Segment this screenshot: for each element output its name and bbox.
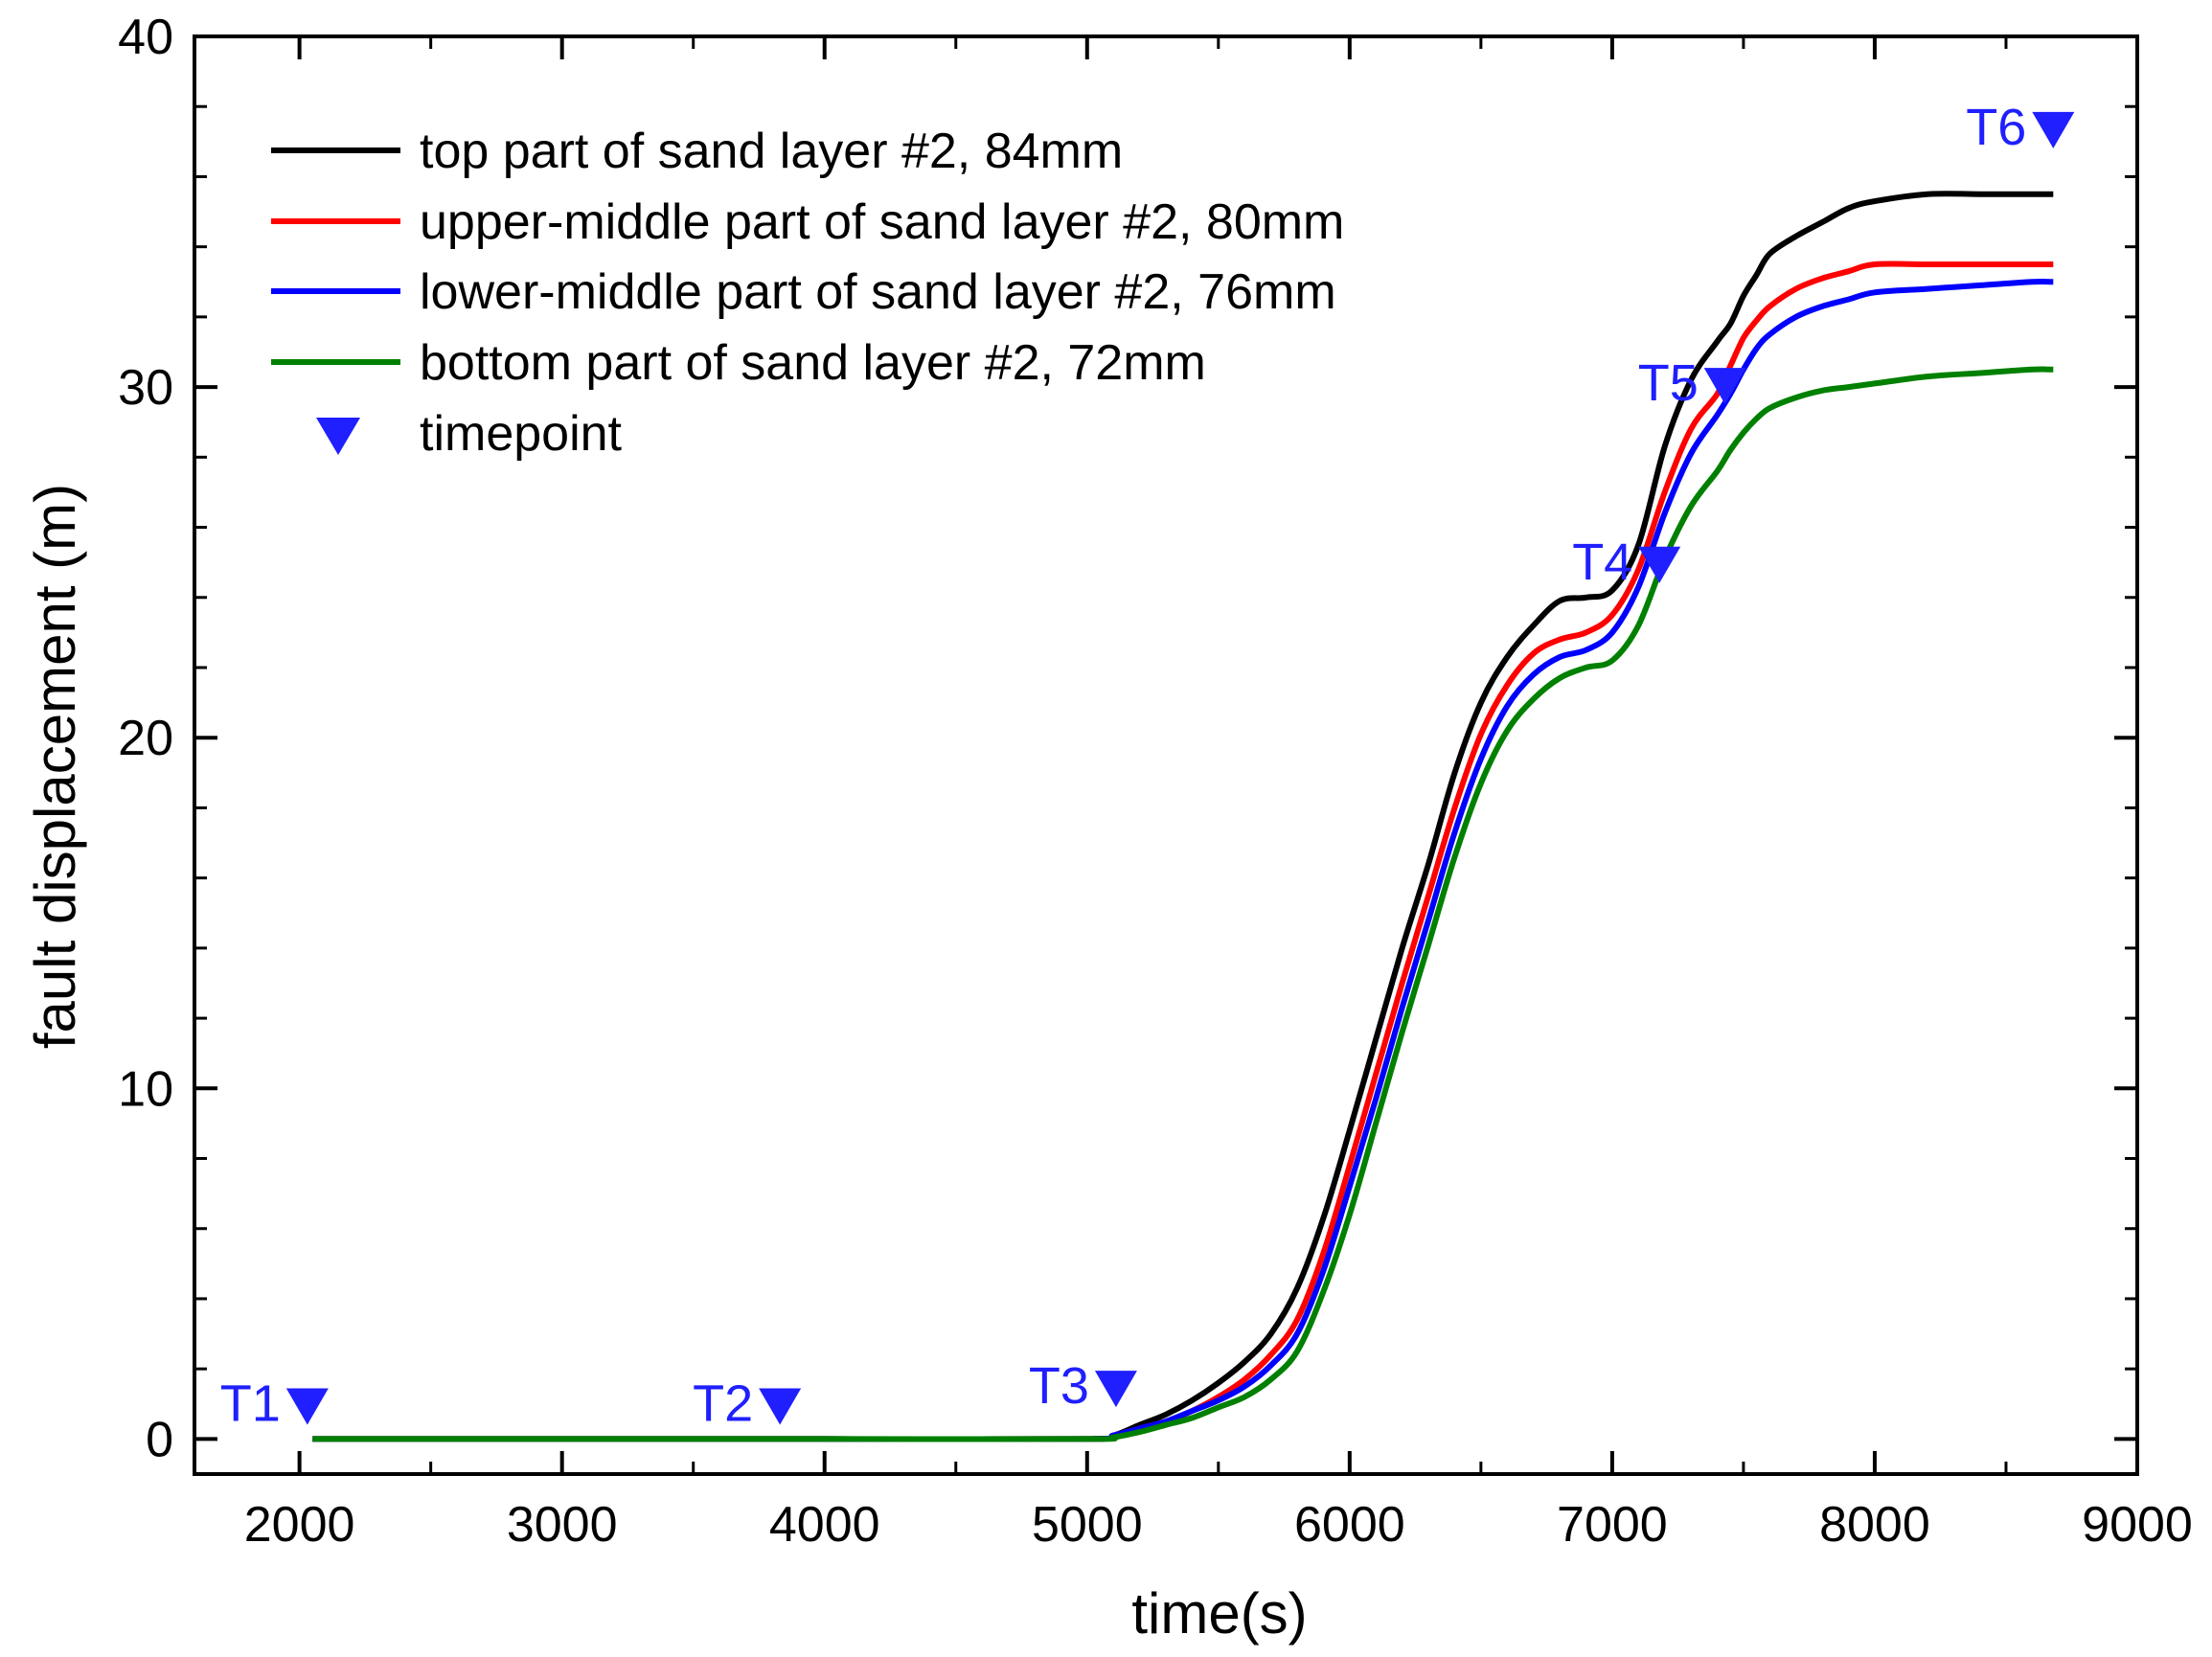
x-tick-label: 2000: [244, 1497, 355, 1553]
legend-label-timepoint: timepoint: [420, 406, 623, 462]
x-tick-label: 9000: [2082, 1497, 2193, 1553]
x-tick-label: 5000: [1032, 1497, 1143, 1553]
y-tick-label: 40: [118, 10, 173, 65]
legend-label-bottom: bottom part of sand layer #2, 72mm: [420, 335, 1206, 391]
x-tick-label: 8000: [1819, 1497, 1930, 1553]
timepoint-label-t1: T1: [220, 1374, 281, 1432]
legend-timepoint-marker-icon: [316, 418, 360, 455]
axis-ticks: [194, 34, 2139, 1474]
timepoint-label-t6: T6: [1966, 99, 2026, 156]
x-tick-label: 3000: [507, 1497, 618, 1553]
y-tick-label: 0: [146, 1412, 173, 1467]
legend-label-top: top part of sand layer #2, 84mm: [420, 124, 1123, 179]
timepoint-label-t5: T5: [1638, 354, 1699, 412]
x-tick-label: 6000: [1294, 1497, 1405, 1553]
timepoint-marker-t4: [1638, 546, 1681, 583]
timepoint-label-t2: T2: [693, 1374, 753, 1432]
timepoint-label-t3: T3: [1029, 1357, 1089, 1415]
timepoint-marker-t3: [1094, 1371, 1137, 1408]
plot-area: [193, 34, 2139, 1476]
series-line-bottom: [312, 366, 2054, 1442]
x-tick-label: 7000: [1557, 1497, 1668, 1553]
timepoint-layer: T1 T2 T3 T4 T5 T6: [220, 99, 2075, 1432]
x-axis-label: time(s): [1131, 1581, 1307, 1646]
y-tick-label: 10: [118, 1061, 173, 1117]
series-layer: [312, 191, 2054, 1442]
legend-label-lower-middle: lower-middle part of sand layer #2, 76mm: [420, 264, 1336, 320]
timepoint-label-t4: T4: [1572, 533, 1632, 591]
timepoint-marker-t2: [759, 1388, 802, 1425]
timepoint-marker-t6: [2032, 111, 2075, 148]
legend-label-upper-middle: upper-middle part of sand layer #2, 80mm: [420, 194, 1344, 250]
y-tick-label: 20: [118, 711, 173, 766]
timepoint-marker-t5: [1703, 368, 1746, 405]
x-tick-labels: 2000 3000 4000 5000 6000 7000 8000 9000: [244, 1497, 2193, 1553]
legend: top part of sand layer #2, 84mm upper-mi…: [271, 124, 1344, 462]
x-tick-label: 4000: [769, 1497, 880, 1553]
y-tick-labels: 0 10 20 30 40: [118, 10, 173, 1467]
y-axis-label: fault displacement (m): [23, 484, 87, 1049]
timepoint-marker-t1: [285, 1388, 329, 1425]
y-tick-label: 30: [118, 360, 173, 416]
